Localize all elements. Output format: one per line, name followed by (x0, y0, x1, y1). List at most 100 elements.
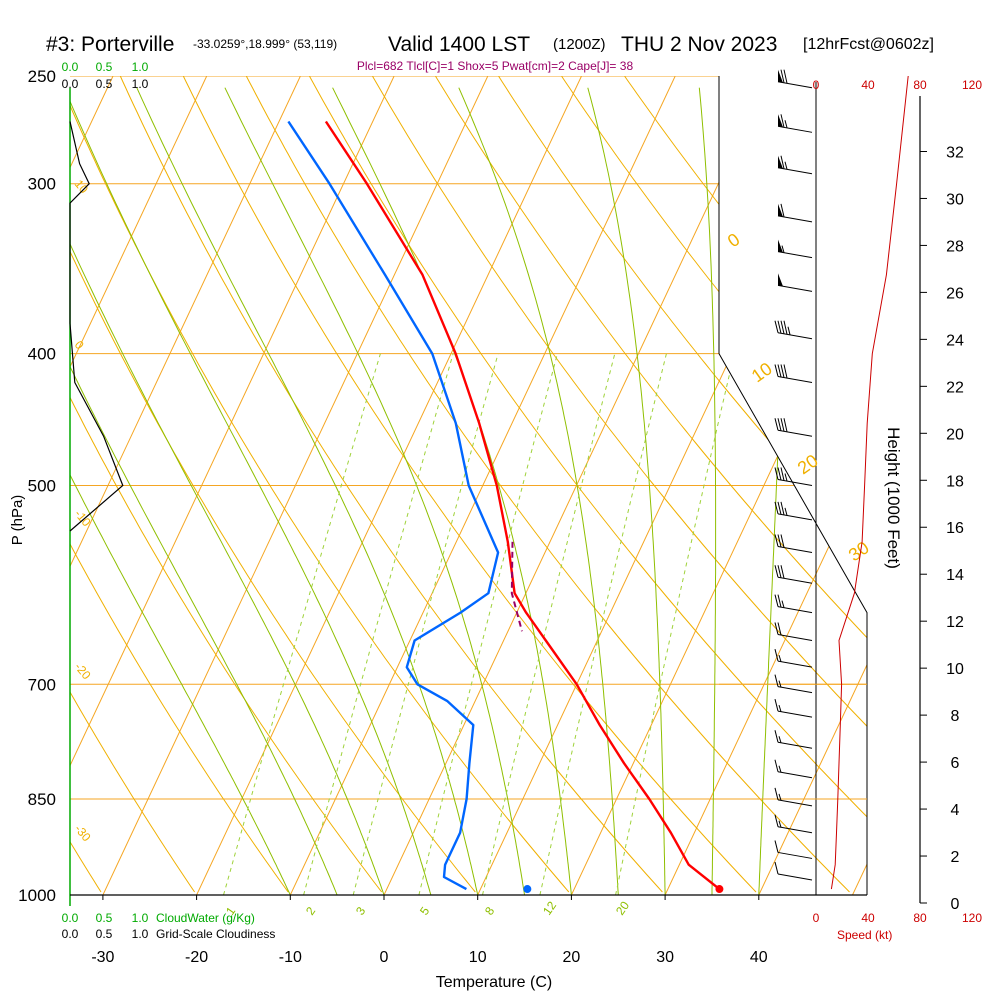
dry-adiabat-line (70, 250, 476, 893)
mixing-ratio-line (352, 353, 499, 895)
wind-barb (774, 467, 813, 486)
wind-barb (774, 698, 813, 718)
cloudwater-title: CloudWater (g/Kg) (156, 911, 255, 925)
wind-barb-half-flag (778, 655, 782, 662)
wind-barb-flag (777, 594, 782, 608)
wind-barb (774, 674, 813, 694)
wind-barb-flag (774, 787, 779, 801)
mixing-ratio-label: 20 (613, 898, 632, 917)
mixing-ratio-label: 8 (482, 904, 497, 918)
speed-tick-bottom: 0 (813, 911, 820, 925)
height-tick-label: 14 (946, 567, 964, 584)
wind-barb-staff (777, 576, 813, 584)
wind-barb-pennant (778, 203, 783, 217)
wind-barb-flag (774, 730, 779, 743)
moist-adiabat-line (70, 473, 291, 895)
moist-adiabat-line (224, 87, 525, 895)
wind-barb-half-flag (787, 326, 791, 335)
wind-barb-flag (777, 622, 782, 636)
wind-barb (774, 501, 813, 521)
wind-barb-flag (780, 565, 785, 579)
wind-barb-staff (777, 606, 813, 614)
wind-barb-half-flag (781, 245, 785, 253)
moist-adiabat-line (332, 87, 572, 895)
wind-barb-half-flag (784, 161, 788, 170)
wind-barb-staff (777, 545, 813, 553)
surface-dewpoint-point (523, 885, 532, 894)
wind-barb (777, 273, 813, 292)
dewpoint-line (287, 120, 500, 891)
mixing-ratio-label: 2 (303, 904, 318, 918)
isotherm-line (70, 76, 208, 369)
title-station: #3: Porterville (46, 33, 174, 56)
mixing-ratio-label: 5 (417, 904, 432, 918)
cloudwater-tick-top: 0.5 (96, 60, 113, 74)
wind-barb (774, 814, 813, 834)
wind-barb-flag (783, 69, 788, 84)
wind-barb-flag (777, 565, 782, 578)
height-tick-label: 18 (946, 473, 964, 490)
wind-barb (774, 534, 813, 553)
wind-barb (777, 69, 813, 89)
mixing-ratio-line (539, 353, 667, 895)
parcel-line (510, 541, 523, 632)
wind-barb-half-flag (778, 680, 782, 688)
wind-barb-pennant (778, 155, 783, 169)
speed-tick-top: 0 (813, 78, 820, 92)
speed-axis-title: Speed (kt) (837, 928, 892, 942)
mixing-ratio-line (303, 353, 454, 895)
cloudiness-tick-bottom: 1.0 (132, 927, 149, 941)
height-tick-label: 22 (946, 379, 964, 396)
dry-adiabat-line (70, 542, 289, 893)
mixing-ratio-line (223, 353, 381, 895)
height-tick-label: 20 (946, 426, 964, 443)
wind-barb-flag (780, 114, 785, 128)
wind-barb-half-flag (778, 765, 782, 773)
isotherm-label: 0 (72, 338, 87, 352)
dry-adiabat-line (434, 76, 867, 639)
wind-panel-background (719, 76, 867, 895)
height-tick-label: 30 (946, 191, 964, 208)
dry-adiabat-line (308, 76, 867, 818)
wind-barb-flag (777, 364, 782, 378)
wind-barb-half-flag (778, 704, 782, 712)
wind-barb (774, 861, 813, 881)
height-tick-label: 28 (946, 238, 964, 255)
cloudiness-tick-top: 1.0 (132, 77, 149, 91)
pressure-tick-label: 500 (28, 477, 56, 496)
wind-barb-flag (780, 418, 785, 432)
wind-barb (774, 730, 813, 749)
dry-adiabat-line (561, 76, 867, 467)
wind-barb-flag (783, 320, 788, 335)
moist-adiabat-line (70, 365, 338, 895)
cloudwater-line (69, 121, 124, 532)
wind-barb-flag (774, 622, 779, 635)
title-date: THU 2 Nov 2023 (621, 33, 777, 56)
wind-barb (777, 114, 813, 133)
temperature-line (324, 120, 721, 891)
wind-barb-flag (774, 814, 779, 827)
pressure-tick-label: 300 (28, 175, 56, 194)
wind-barb-flag (774, 418, 779, 431)
wind-barb-half-flag (781, 600, 785, 608)
mixing-ratio-label: 3 (353, 904, 368, 918)
title-line: #3: Porterville -33.0259°,18.999° (53,11… (46, 33, 934, 56)
title-coords: -33.0259°,18.999° (53,119) (193, 37, 337, 51)
x-tick-label: 20 (563, 949, 581, 966)
cloudwater-profile (69, 88, 124, 906)
wind-barb-half-flag (778, 793, 782, 801)
cloudiness-tick-top: 0.0 (62, 77, 79, 91)
wind-barb-flag (780, 501, 785, 516)
moist-adiabat-line (698, 87, 717, 895)
chart-axes: -30 -20 -10 0 10 20 30 402503004005007008501000… (18, 60, 964, 966)
height-tick-label: 0 (951, 896, 960, 913)
wind-barbs (774, 69, 813, 881)
isotherm-line (0, 76, 19, 895)
pressure-tick-label: 1000 (18, 886, 56, 905)
wind-barb (777, 155, 813, 175)
speed-tick-bottom: 80 (913, 911, 927, 925)
wind-barb-half-flag (784, 473, 788, 482)
moist-adiabat-line (587, 87, 666, 895)
